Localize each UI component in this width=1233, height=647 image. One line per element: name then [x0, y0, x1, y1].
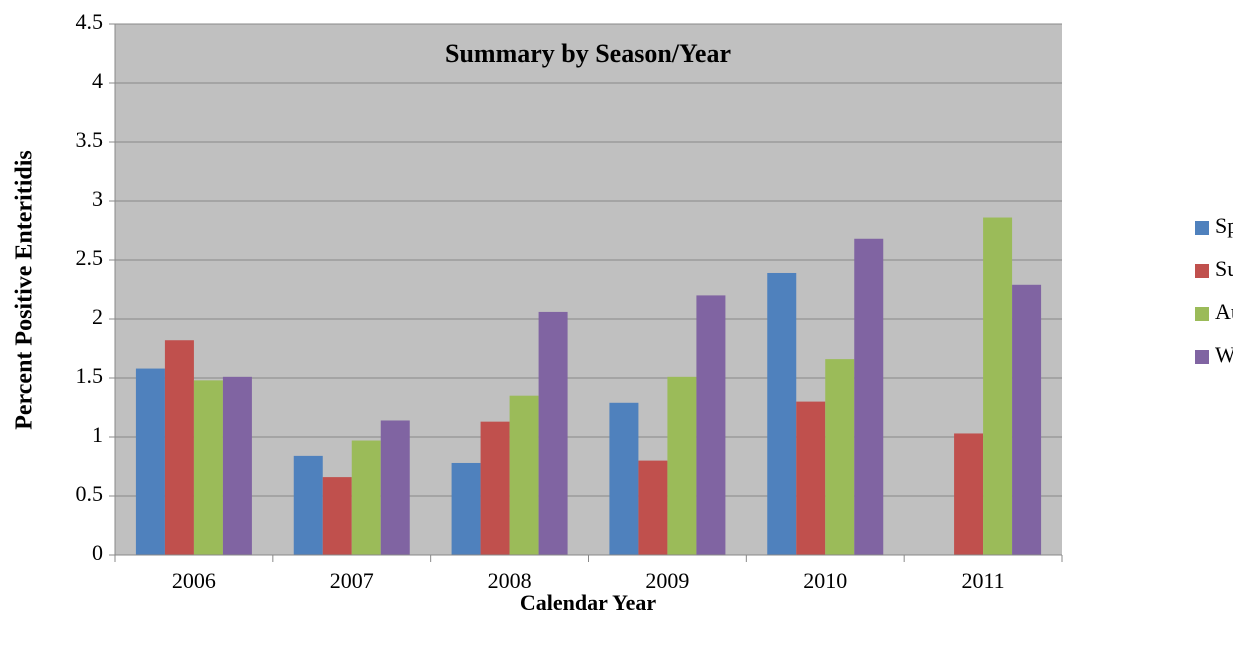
bar: [538, 311, 568, 555]
x-tick-label: 2006: [172, 568, 216, 593]
x-tick-label: 2009: [645, 568, 689, 593]
legend-swatch: [1195, 350, 1209, 364]
bar: [696, 295, 726, 555]
bar: [983, 217, 1013, 555]
legend-label: Summer: [1215, 256, 1233, 281]
bar: [193, 380, 223, 555]
legend-swatch: [1195, 264, 1209, 278]
y-tick-label: 1.5: [76, 363, 104, 388]
bar: [825, 359, 855, 555]
bar: [509, 395, 539, 555]
bar: [380, 420, 410, 555]
x-tick-label: 2010: [803, 568, 847, 593]
bar: [451, 462, 481, 555]
chart-title: Summary by Season/Year: [445, 39, 731, 68]
y-tick-label: 3: [92, 186, 103, 211]
bar: [767, 272, 797, 555]
bar: [322, 477, 352, 555]
bar: [293, 455, 323, 555]
bar: [954, 433, 984, 555]
bar: [222, 376, 252, 555]
y-axis-title: Percent Positive Enteritidis: [12, 150, 38, 430]
bar: [164, 340, 194, 555]
bar: [1012, 284, 1042, 555]
y-tick-label: 0: [92, 540, 103, 565]
bar: [638, 460, 668, 555]
bar: [667, 376, 697, 555]
y-tick-label: 2.5: [76, 245, 104, 270]
x-tick-label: 2008: [488, 568, 532, 593]
legend-swatch: [1195, 307, 1209, 321]
y-tick-label: 3.5: [76, 127, 104, 152]
x-tick-label: 2007: [330, 568, 374, 593]
legend-label: Spring: [1215, 213, 1233, 238]
bar: [480, 421, 510, 555]
legend-swatch: [1195, 221, 1209, 235]
y-tick-label: 1: [92, 422, 103, 447]
legend-label: Autumn: [1215, 299, 1233, 324]
bar: [135, 368, 165, 555]
bar: [609, 402, 639, 555]
x-tick-label: 2011: [961, 568, 1004, 593]
y-tick-label: 0.5: [76, 481, 104, 506]
legend-label: Winter: [1215, 342, 1233, 367]
bar: [351, 440, 381, 555]
x-axis-title: Calendar Year: [520, 590, 657, 615]
bar: [854, 238, 884, 555]
bar: [796, 401, 826, 555]
plot-area: [115, 24, 1062, 555]
y-tick-label: 4: [92, 68, 103, 93]
y-tick-label: 2: [92, 304, 103, 329]
y-tick-label: 4.5: [76, 9, 104, 34]
